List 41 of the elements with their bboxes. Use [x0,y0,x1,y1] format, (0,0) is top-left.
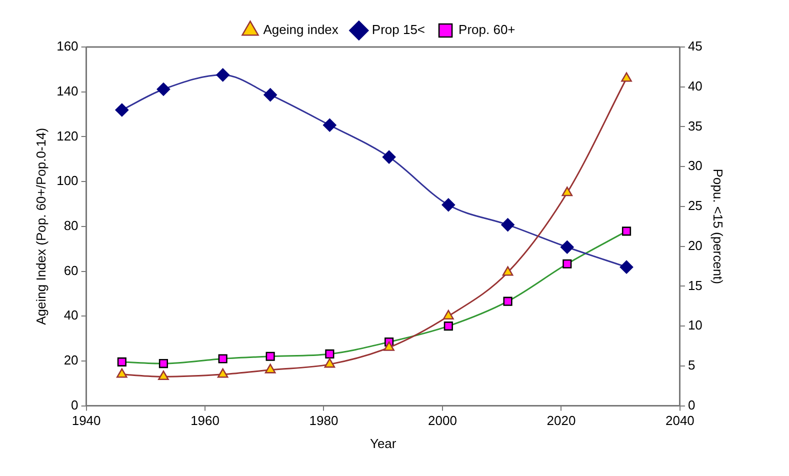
y-tick-label: 120 [56,128,78,144]
point [158,370,169,380]
y2-tick-label: 25 [688,198,702,214]
legend-label: Prop 15< [372,22,426,38]
y2-tick-label: 20 [688,238,702,253]
point [116,368,128,378]
y2-tick-label: 40 [688,78,702,94]
y-tick-label: 100 [56,173,78,188]
y-tick-label: 60 [64,262,78,278]
point [324,358,336,368]
y2-tick-label: 0 [688,397,696,412]
x-tick-label: 1980 [309,413,338,428]
x-tick-label: 2040 [665,413,694,428]
y2-tick-label: 35 [688,118,702,134]
y-tick-label: 40 [64,308,78,323]
x-axis-title: Year [370,436,397,451]
point [384,341,394,351]
y2-tick-label: 45 [688,38,702,54]
y2-tick-label: 5 [688,358,696,373]
y-tick-label: 20 [64,352,78,368]
x-tick-label: 1940 [72,413,101,428]
y2-axis-title: Popu. <15 (percent) [710,168,726,284]
y-tick-label: 80 [64,218,78,233]
y2-tick-label: 10 [688,318,702,333]
y2-tick-label: 15 [688,278,702,293]
legend-label: Ageing index [263,22,339,38]
point [502,266,514,276]
y2-tick-label: 30 [688,158,702,174]
y-axis-title: Ageing Index (Pop. 60+/Pop.0-14) [33,128,48,325]
point [621,72,632,82]
legend-label: Prop. 60+ [458,22,516,38]
y-tick-label: 140 [56,83,78,98]
y-tick-label: 160 [56,38,78,54]
x-tick-label: 2020 [546,413,576,428]
point [217,368,228,378]
x-tick-label: 1960 [190,413,220,428]
point [264,364,276,374]
point [443,310,454,320]
point [562,186,573,196]
y-tick-label: 0 [71,397,78,412]
x-tick-label: 2000 [428,413,457,428]
